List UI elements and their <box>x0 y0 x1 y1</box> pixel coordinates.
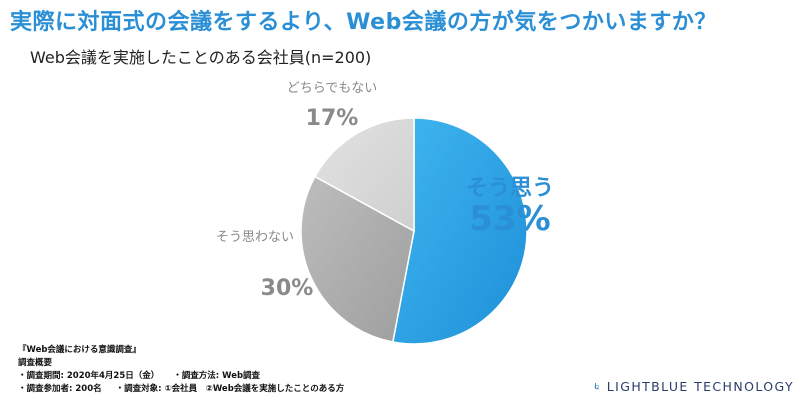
pie-slice-2 <box>300 175 415 343</box>
pie-slice-3 <box>313 117 415 233</box>
survey-name: 『Web会議における意識調査』 <box>18 345 141 355</box>
survey-target: ・調査対象: ①会社員 ②Web会議を実施したことのある方 <box>115 384 345 394</box>
chart-subtitle: Web会議を実施したことのある会社員(n=200) <box>30 48 372 67</box>
slice-value-3: 17% <box>306 106 359 131</box>
survey-heading: 調査概要 <box>18 358 53 368</box>
slice-value-2: 30% <box>261 276 314 301</box>
logo-text: LIGHTBLUE TECHNOLOGY <box>606 378 794 394</box>
lightblue-logo-icon <box>594 382 600 390</box>
survey-summary: 『Web会議における意識調査』 調査概要 ・調査期間: 2020年4月25日（金… <box>18 344 438 396</box>
company-logo: LIGHTBLUE TECHNOLOGY <box>594 374 794 398</box>
survey-period: ・調査期間: 2020年4月25日（金） <box>18 371 160 381</box>
pie-slice-1 <box>391 117 528 345</box>
slice-label-3: どちらでもない <box>287 81 378 96</box>
chart-title: 実際に対面式の会議をするより、Web会議の方が気をつかいますか？ <box>10 10 717 35</box>
slice-value-1: 53% <box>469 199 550 239</box>
survey-method: ・調査方法: Web調査 <box>173 371 261 381</box>
survey-participants: ・調査参加者: 200名 <box>18 384 102 394</box>
slice-label-2: そう思わない <box>216 230 294 245</box>
slice-label-1: そう思う <box>466 176 554 201</box>
